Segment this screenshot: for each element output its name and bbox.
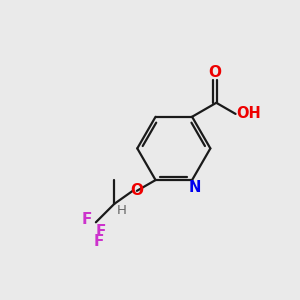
Text: H: H — [116, 204, 126, 218]
Text: F: F — [82, 212, 92, 227]
Text: F: F — [93, 234, 103, 249]
Text: O: O — [130, 183, 143, 198]
Text: O: O — [208, 65, 221, 80]
Text: N: N — [189, 180, 201, 195]
Text: F: F — [95, 224, 106, 239]
Text: OH: OH — [236, 106, 261, 122]
